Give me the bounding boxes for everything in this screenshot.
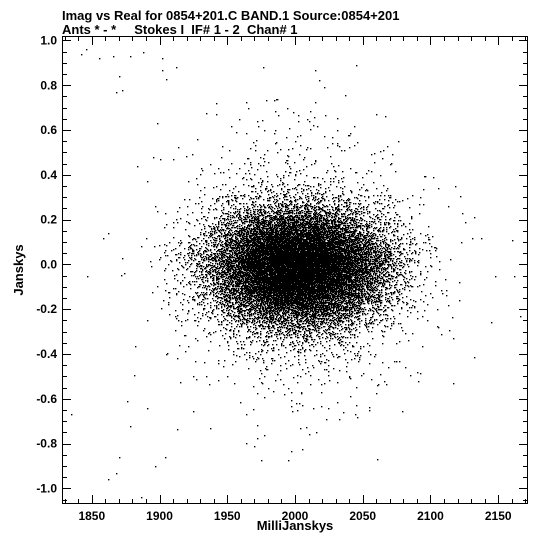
y-tick-label: 1.0	[40, 33, 57, 47]
y-tick-label: -0.4	[36, 347, 57, 361]
x-tick-label: 2000	[282, 509, 309, 523]
y-tick-label: 0.0	[40, 257, 57, 271]
plot-frame	[62, 36, 528, 504]
scatter-points	[71, 49, 522, 499]
y-tick-label: 0.2	[40, 213, 57, 227]
data-points	[71, 49, 522, 499]
x-tick-label: 1900	[146, 509, 173, 523]
x-tick-label: 2050	[349, 509, 376, 523]
y-tick-label: 0.8	[40, 78, 57, 92]
x-tick-label: 1950	[214, 509, 241, 523]
x-axis-label: MilliJanskys	[257, 518, 334, 533]
y-axis-label: Janskys	[11, 244, 26, 295]
x-tick-label: 2100	[417, 509, 444, 523]
y-tick-label: -0.8	[36, 437, 57, 451]
y-tick-label: -0.6	[36, 392, 57, 406]
x-tick-label: 1850	[78, 509, 105, 523]
y-tick-label: 0.4	[40, 168, 57, 182]
chart-title-line2: Ants * - * Stokes I IF# 1 - 2 Chan# 1	[62, 22, 298, 37]
y-tick-label: 0.6	[40, 123, 57, 137]
chart-title-line1: Imag vs Real for 0854+201.C BAND.1 Sourc…	[62, 8, 399, 23]
y-tick-label: -0.2	[36, 302, 57, 316]
x-tick-label: 2150	[485, 509, 512, 523]
tick-labels: 1850 1900 1950 2000 2050 2100 2150 1.0 0.8 0.6 0.4…	[36, 33, 512, 523]
y-tick-label: -1.0	[36, 481, 57, 495]
